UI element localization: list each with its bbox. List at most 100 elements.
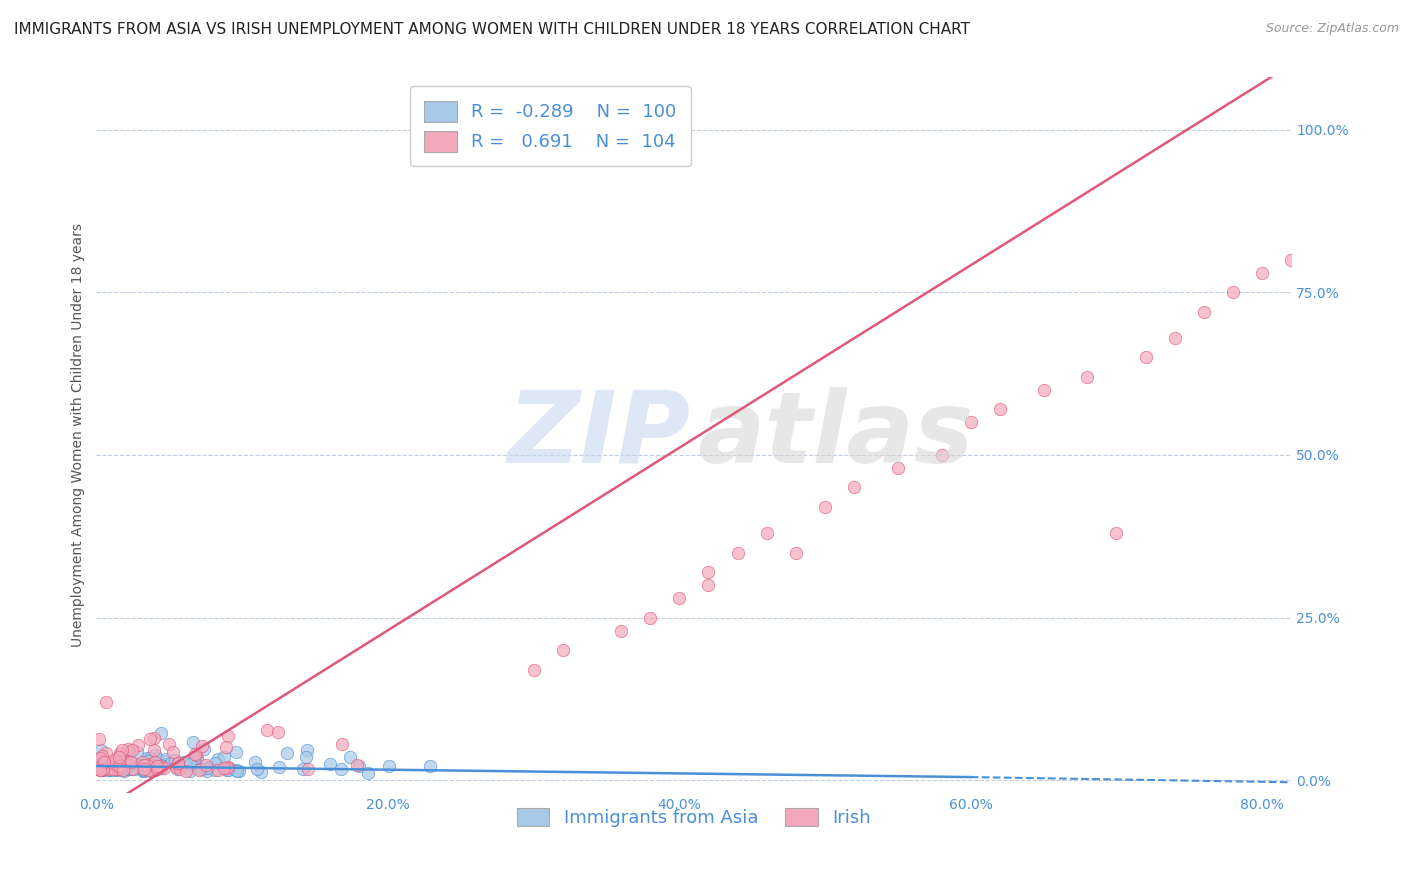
- Point: [217, 760, 239, 774]
- Point: [814, 500, 837, 514]
- Point: [146, 760, 169, 774]
- Point: [347, 759, 370, 773]
- Point: [1222, 285, 1244, 300]
- Point: [207, 752, 229, 766]
- Point: [419, 759, 441, 773]
- Point: [105, 755, 128, 769]
- Point: [150, 726, 173, 740]
- Point: [138, 757, 160, 772]
- Point: [197, 760, 219, 774]
- Point: [139, 757, 162, 772]
- Point: [165, 760, 187, 774]
- Point: [91, 756, 114, 771]
- Point: [522, 663, 544, 677]
- Point: [138, 763, 160, 777]
- Point: [142, 762, 165, 776]
- Point: [103, 763, 125, 777]
- Point: [105, 762, 128, 776]
- Point: [157, 737, 180, 751]
- Point: [166, 762, 188, 776]
- Point: [638, 610, 661, 624]
- Point: [1164, 331, 1187, 345]
- Point: [194, 757, 217, 772]
- Point: [94, 695, 117, 709]
- Point: [94, 746, 117, 760]
- Point: [111, 743, 134, 757]
- Point: [114, 761, 136, 775]
- Point: [143, 747, 166, 762]
- Point: [127, 757, 149, 772]
- Point: [1251, 266, 1274, 280]
- Point: [125, 759, 148, 773]
- Text: atlas: atlas: [697, 387, 974, 483]
- Point: [190, 762, 212, 776]
- Point: [217, 729, 239, 743]
- Point: [1105, 526, 1128, 541]
- Point: [668, 591, 690, 606]
- Y-axis label: Unemployment Among Women with Children Under 18 years: Unemployment Among Women with Children U…: [72, 223, 86, 648]
- Point: [86, 760, 108, 774]
- Point: [228, 764, 250, 779]
- Point: [120, 756, 142, 770]
- Point: [115, 750, 138, 764]
- Point: [339, 749, 361, 764]
- Point: [292, 762, 315, 776]
- Point: [97, 762, 120, 776]
- Point: [135, 751, 157, 765]
- Point: [107, 759, 129, 773]
- Point: [295, 743, 318, 757]
- Point: [107, 762, 129, 776]
- Point: [91, 752, 114, 766]
- Point: [108, 750, 131, 764]
- Point: [276, 746, 298, 760]
- Point: [110, 759, 132, 773]
- Point: [127, 738, 149, 752]
- Point: [150, 759, 173, 773]
- Point: [143, 764, 166, 778]
- Point: [98, 760, 121, 774]
- Point: [179, 764, 201, 778]
- Point: [330, 762, 353, 776]
- Point: [118, 759, 141, 773]
- Point: [125, 761, 148, 775]
- Point: [89, 763, 111, 777]
- Point: [215, 764, 238, 778]
- Point: [134, 764, 156, 778]
- Point: [89, 763, 111, 777]
- Point: [146, 750, 169, 764]
- Point: [1192, 304, 1215, 318]
- Point: [91, 763, 114, 777]
- Point: [218, 761, 240, 775]
- Point: [173, 755, 195, 769]
- Point: [174, 764, 197, 778]
- Point: [143, 731, 166, 745]
- Point: [193, 742, 215, 756]
- Point: [959, 416, 981, 430]
- Point: [91, 763, 114, 777]
- Legend: Immigrants from Asia, Irish: Immigrants from Asia, Irish: [509, 801, 879, 834]
- Point: [181, 735, 204, 749]
- Point: [214, 750, 236, 764]
- Point: [108, 762, 131, 776]
- Point: [183, 750, 205, 764]
- Point: [91, 762, 114, 776]
- Point: [1032, 383, 1054, 397]
- Point: [138, 762, 160, 776]
- Point: [785, 545, 807, 559]
- Point: [267, 760, 290, 774]
- Point: [207, 764, 229, 778]
- Point: [988, 402, 1011, 417]
- Point: [150, 758, 173, 772]
- Point: [217, 763, 239, 777]
- Point: [378, 758, 401, 772]
- Point: [141, 762, 163, 776]
- Point: [162, 745, 184, 759]
- Point: [146, 763, 169, 777]
- Text: Source: ZipAtlas.com: Source: ZipAtlas.com: [1265, 22, 1399, 36]
- Point: [141, 762, 163, 776]
- Point: [330, 738, 353, 752]
- Point: [357, 765, 380, 780]
- Point: [121, 742, 143, 756]
- Point: [195, 761, 218, 775]
- Point: [215, 739, 238, 754]
